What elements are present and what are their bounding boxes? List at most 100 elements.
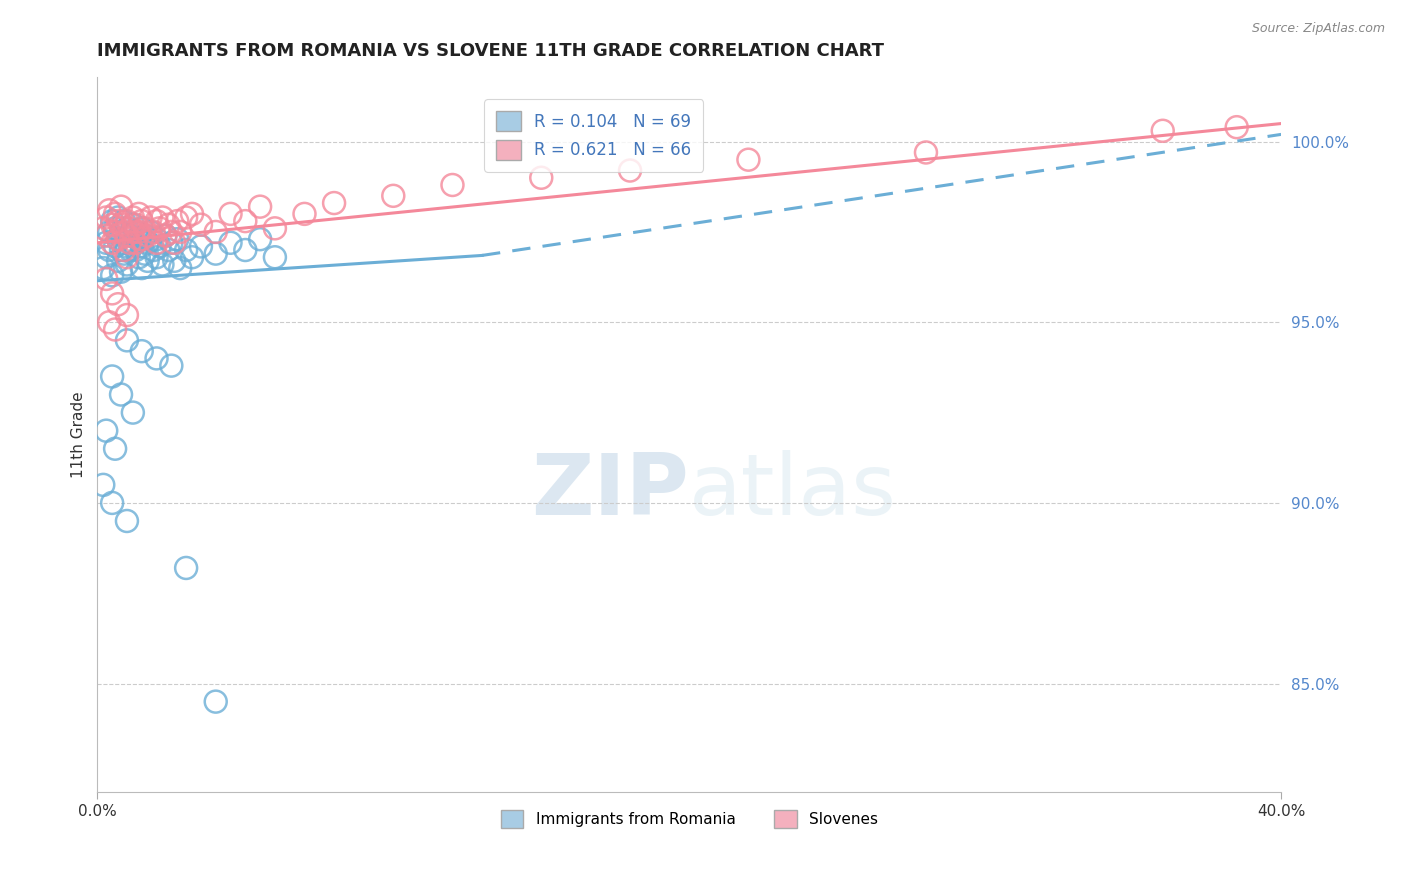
Point <box>134 228 156 243</box>
Point <box>118 243 141 257</box>
Point <box>204 695 226 709</box>
Point <box>145 214 167 228</box>
Point <box>136 235 159 250</box>
Point <box>115 228 138 243</box>
Point <box>128 207 150 221</box>
Point <box>91 478 114 492</box>
Point <box>131 232 153 246</box>
Point <box>204 246 226 260</box>
Point <box>107 232 129 246</box>
Point <box>115 239 138 253</box>
Point <box>152 257 174 271</box>
Point <box>166 214 188 228</box>
Point <box>104 322 127 336</box>
Point <box>96 272 118 286</box>
Point <box>112 214 135 228</box>
Point <box>160 359 183 373</box>
Point <box>96 250 118 264</box>
Point <box>104 239 127 253</box>
Point <box>737 153 759 167</box>
Point <box>115 214 138 228</box>
Point <box>142 225 165 239</box>
Point <box>110 243 132 257</box>
Point <box>163 253 186 268</box>
Point <box>294 207 316 221</box>
Point <box>115 250 138 264</box>
Point <box>107 214 129 228</box>
Point <box>104 207 127 221</box>
Point <box>101 369 124 384</box>
Point <box>163 235 186 250</box>
Legend: Immigrants from Romania, Slovenes: Immigrants from Romania, Slovenes <box>495 804 884 834</box>
Point <box>190 218 212 232</box>
Point <box>131 261 153 276</box>
Point <box>91 221 114 235</box>
Point <box>96 228 118 243</box>
Point <box>169 225 191 239</box>
Point <box>233 243 256 257</box>
Y-axis label: 11th Grade: 11th Grade <box>72 391 86 477</box>
Point <box>139 211 162 225</box>
Point <box>131 221 153 235</box>
Point <box>174 243 197 257</box>
Point <box>136 253 159 268</box>
Point <box>98 225 121 239</box>
Point <box>98 315 121 329</box>
Point <box>1226 120 1249 135</box>
Point <box>118 221 141 235</box>
Point <box>145 250 167 264</box>
Point <box>110 218 132 232</box>
Point <box>115 221 138 235</box>
Point <box>249 232 271 246</box>
Point <box>181 250 204 264</box>
Point <box>136 228 159 243</box>
Point <box>441 178 464 192</box>
Point <box>619 163 641 178</box>
Point <box>1152 124 1174 138</box>
Point <box>104 225 127 239</box>
Point <box>233 214 256 228</box>
Point <box>155 228 177 243</box>
Point <box>104 442 127 456</box>
Point <box>181 207 204 221</box>
Text: atlas: atlas <box>689 450 897 533</box>
Point <box>134 246 156 260</box>
Point <box>131 344 153 359</box>
Point <box>118 228 141 243</box>
Point <box>190 239 212 253</box>
Point <box>174 561 197 575</box>
Point <box>128 250 150 264</box>
Point <box>101 214 124 228</box>
Point <box>110 200 132 214</box>
Point <box>131 214 153 228</box>
Point <box>110 225 132 239</box>
Point <box>219 235 242 250</box>
Point <box>125 225 148 239</box>
Text: Source: ZipAtlas.com: Source: ZipAtlas.com <box>1251 22 1385 36</box>
Point <box>121 225 143 239</box>
Point <box>157 243 180 257</box>
Point <box>96 235 118 250</box>
Point <box>915 145 938 160</box>
Point <box>121 406 143 420</box>
Point <box>112 246 135 260</box>
Point <box>104 221 127 235</box>
Point <box>160 235 183 250</box>
Point <box>125 243 148 257</box>
Point <box>115 257 138 271</box>
Point <box>131 239 153 253</box>
Point <box>530 170 553 185</box>
Point <box>107 232 129 246</box>
Point <box>145 235 167 250</box>
Point <box>98 203 121 218</box>
Point <box>107 253 129 268</box>
Point <box>118 235 141 250</box>
Point <box>323 196 346 211</box>
Point <box>115 308 138 322</box>
Point <box>101 218 124 232</box>
Point <box>174 211 197 225</box>
Point <box>166 232 188 246</box>
Point <box>98 243 121 257</box>
Point <box>107 211 129 225</box>
Point <box>148 239 170 253</box>
